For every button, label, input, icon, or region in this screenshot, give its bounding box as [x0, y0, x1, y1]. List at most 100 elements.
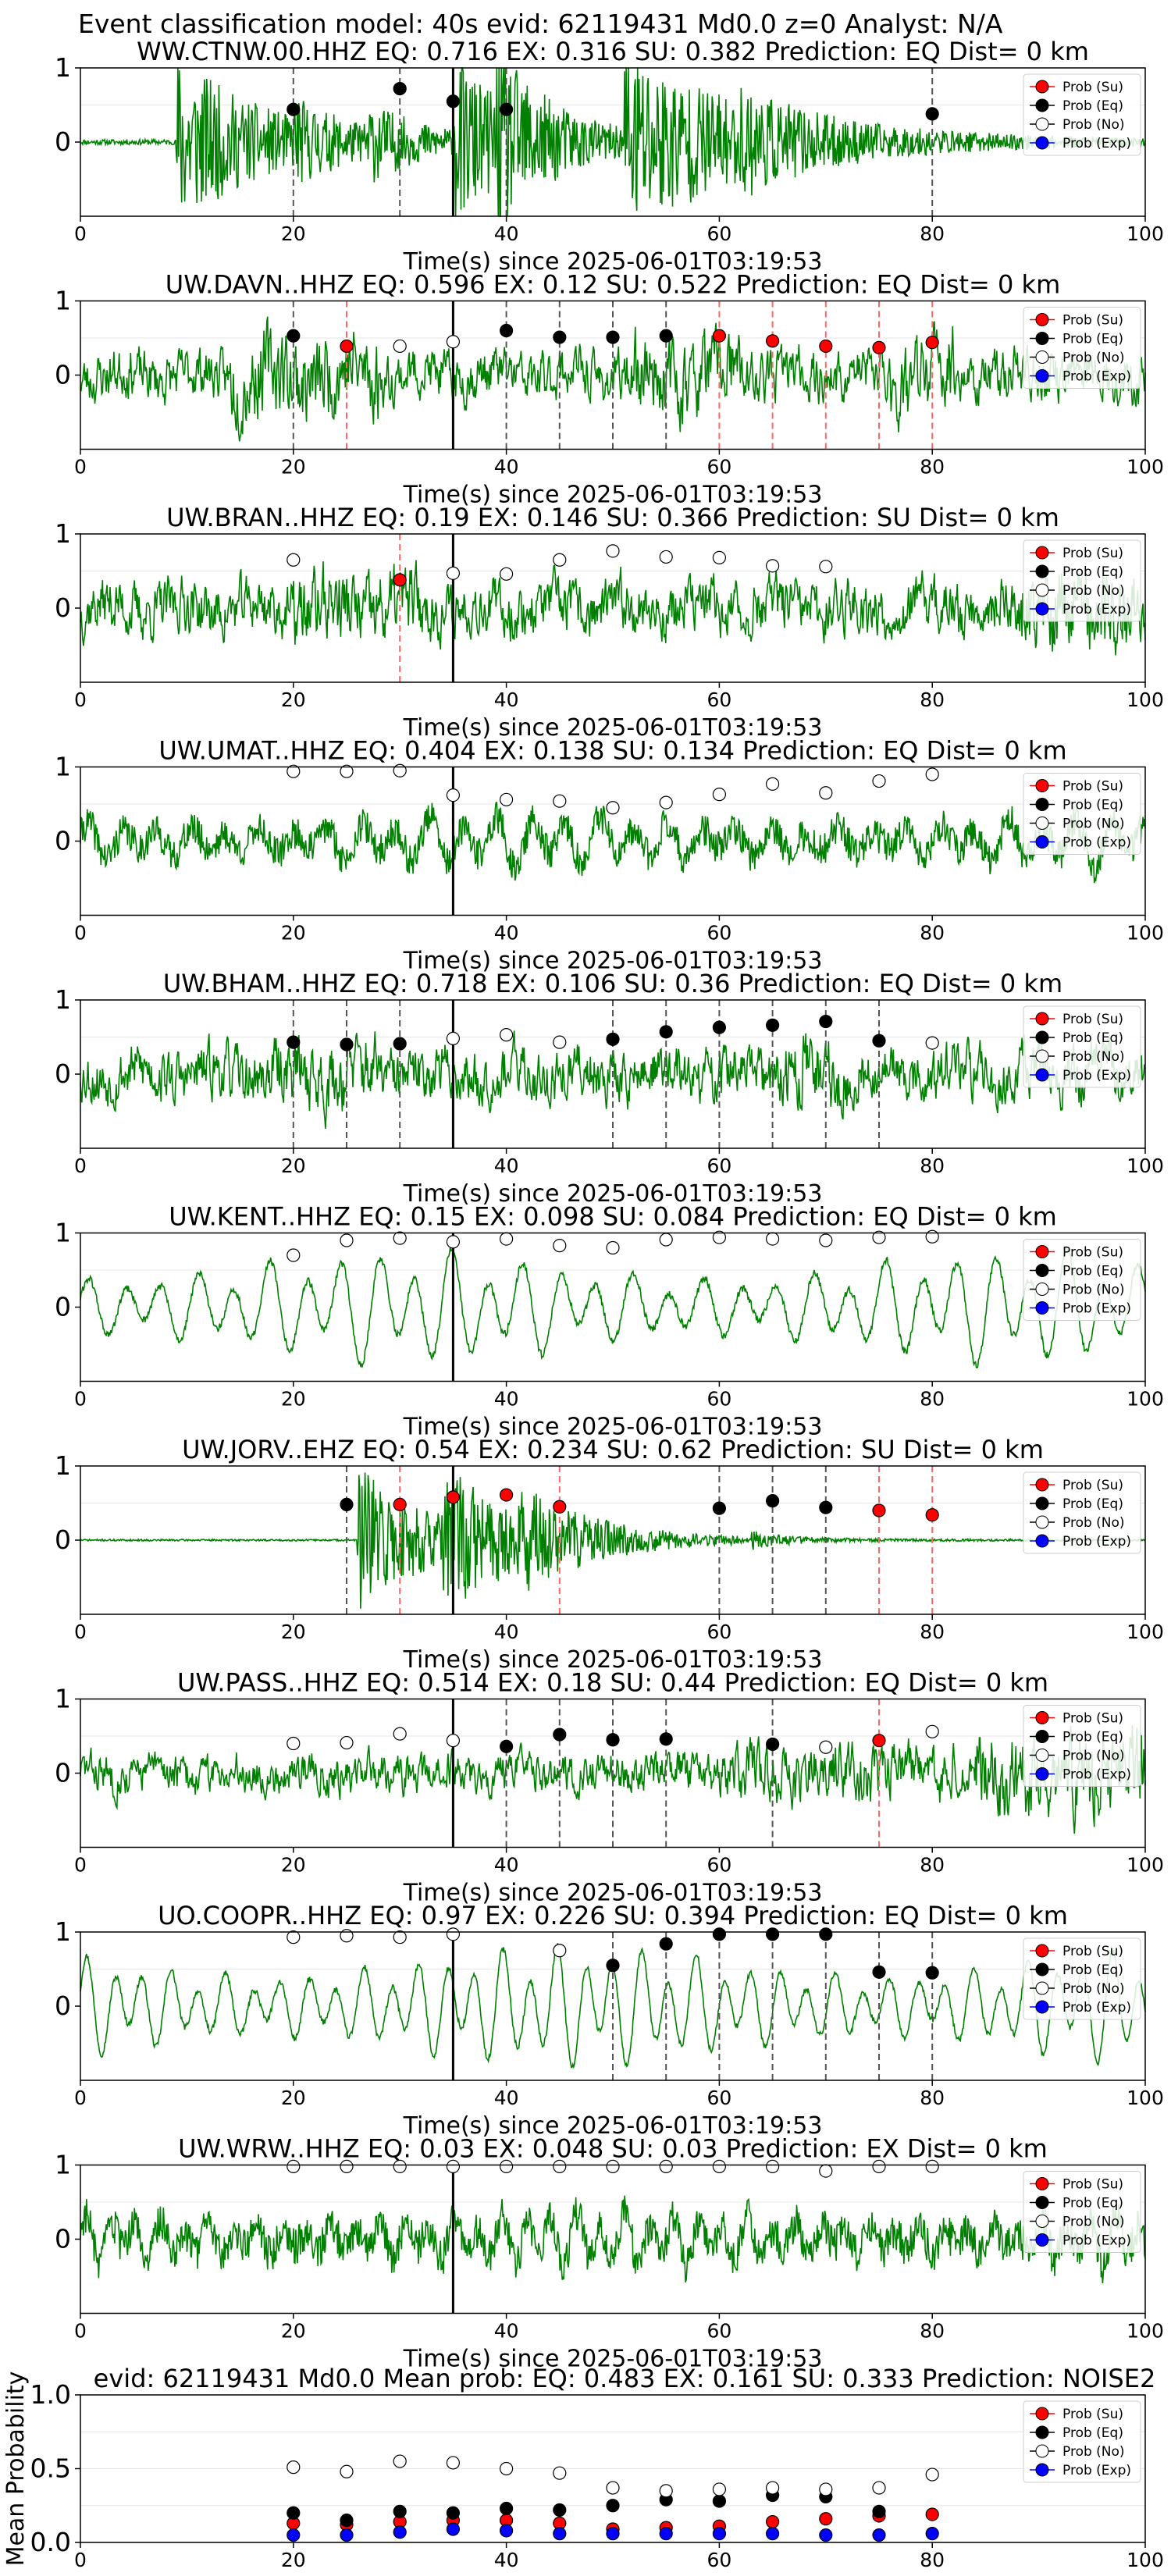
mean-prob-point-exp: [340, 2528, 354, 2542]
x-tick-label: 100: [1127, 2549, 1164, 2571]
legend-box: [1023, 773, 1141, 855]
x-tick-label: 0: [74, 1621, 87, 1643]
prob-point-no: [499, 1232, 514, 1246]
prob-point-no: [553, 553, 567, 567]
y-tick-label: 0: [55, 2224, 71, 2254]
legend-box: [1023, 1937, 1141, 2020]
prob-point-no: [553, 794, 567, 808]
legend-box: [1023, 1239, 1141, 1321]
x-tick-label: 40: [494, 1621, 519, 1643]
prob-point-no: [446, 566, 461, 580]
prob-point-eq: [659, 1937, 673, 1951]
x-tick-label: 40: [494, 2549, 519, 2571]
x-tick-label: 0: [74, 1155, 87, 1177]
prob-point-eq: [659, 329, 673, 343]
y-tick-label: 1.0: [30, 2379, 71, 2410]
prob-point-no: [340, 1233, 354, 1247]
x-tick-label: 20: [281, 688, 306, 711]
x-tick-label: 60: [707, 1388, 731, 1411]
chart-panels: Prob (Su) Prob (Eq) Prob (No) Prob (Exp) 0 20…: [2, 37, 1164, 2571]
x-tick-label: 60: [707, 922, 731, 945]
prob-point-eq: [712, 1501, 727, 1515]
y-tick-label: 0.0: [30, 2527, 71, 2557]
x-tick-label: 100: [1127, 922, 1164, 945]
x-tick-label: 0: [74, 1388, 87, 1411]
x-tick-label: 60: [707, 222, 731, 245]
legend-marker-exp: [1035, 2463, 1049, 2477]
prob-point-no: [819, 1740, 833, 1754]
y-tick-label: 1: [55, 286, 71, 316]
prob-point-no: [553, 1944, 567, 1958]
x-tick-label: 0: [74, 2087, 87, 2109]
legend-label-exp: Prob (Exp): [1062, 1068, 1131, 1083]
mean-prob-point-eq: [340, 2514, 354, 2528]
prob-point-su: [340, 339, 354, 354]
mean-prob-point-exp: [872, 2528, 886, 2542]
legend-label-su: Prob (Su): [1062, 546, 1123, 561]
mean-prob-point-no: [925, 2467, 939, 2482]
prob-point-no: [712, 550, 727, 565]
legend-marker-su: [1035, 1944, 1049, 1958]
x-tick-label: 20: [281, 1621, 306, 1643]
prob-point-no: [872, 774, 886, 788]
x-tick-label: 0: [74, 688, 87, 711]
legend-label-eq: Prob (Eq): [1062, 2196, 1123, 2211]
prob-point-eq: [287, 102, 301, 116]
legend-label-exp: Prob (Exp): [1062, 835, 1131, 851]
x-tick-label: 20: [281, 2320, 306, 2343]
prob-point-no: [446, 2159, 461, 2173]
y-tick-label: 1: [55, 752, 71, 782]
waveform-trace: [80, 1725, 1146, 1834]
legend-label-su: Prob (Su): [1062, 1711, 1123, 1727]
legend-box: [1023, 2400, 1141, 2483]
prob-point-no: [340, 1929, 354, 1943]
y-tick-label: 1: [55, 518, 71, 549]
x-axis-label: Time(s) since 2025-06-01T03:19:53: [403, 2112, 823, 2140]
mean-prob-point-exp: [659, 2527, 673, 2541]
legend-marker-su: [1035, 313, 1049, 326]
x-axis-label: Time(s) since 2025-06-01T03:19:53: [403, 2346, 823, 2373]
legend-label-su: Prob (Su): [1062, 1478, 1123, 1493]
y-tick-label: 0: [55, 1991, 71, 2021]
legend-marker-eq: [1035, 98, 1049, 112]
legend-marker-exp: [1035, 835, 1049, 849]
legend-label-no: Prob (No): [1062, 1749, 1125, 1764]
prob-point-no: [765, 559, 780, 573]
x-tick-label: 20: [281, 222, 306, 245]
legend-label-eq: Prob (Eq): [1062, 332, 1123, 347]
legend-marker-su: [1035, 80, 1049, 94]
x-tick-label: 20: [281, 922, 306, 945]
prob-point-no: [393, 339, 407, 354]
prob-point-eq: [872, 1034, 886, 1048]
mean-prob-point-no: [659, 2484, 673, 2498]
legend-label-su: Prob (Su): [1062, 80, 1123, 95]
x-tick-label: 40: [494, 2087, 519, 2109]
prob-point-no: [819, 560, 833, 574]
prob-point-no: [446, 1031, 461, 1046]
x-tick-label: 40: [494, 222, 519, 245]
prob-point-no: [446, 1235, 461, 1249]
x-tick-label: 0: [74, 222, 87, 245]
mean-prob-point-no: [819, 2482, 833, 2496]
x-tick-label: 20: [281, 1388, 306, 1411]
x-tick-label: 100: [1127, 2087, 1164, 2109]
panel-title: UW.UMAT..HHZ EQ: 0.404 EX: 0.138 SU: 0.1…: [158, 736, 1066, 766]
prob-point-su: [393, 1497, 407, 1512]
legend-marker-exp: [1035, 1767, 1049, 1781]
legend-marker-no: [1035, 1515, 1049, 1529]
prob-point-no: [287, 2159, 301, 2173]
prob-point-eq: [606, 1733, 620, 1747]
panel-title: UW.BHAM..HHZ EQ: 0.718 EX: 0.106 SU: 0.3…: [163, 969, 1062, 998]
x-tick-label: 60: [707, 1621, 731, 1643]
legend-label-su: Prob (Su): [1062, 779, 1123, 795]
prob-point-no: [765, 2159, 780, 2173]
panel-title: UW.JORV..EHZ EQ: 0.54 EX: 0.234 SU: 0.62…: [182, 1435, 1044, 1464]
prob-point-no: [819, 786, 833, 800]
y-tick-label: 0: [55, 592, 71, 623]
station-panel: Prob (Su) Prob (Eq) Prob (No) Prob (Exp) 0 20…: [55, 1668, 1164, 1907]
prob-point-eq: [340, 1037, 354, 1051]
x-tick-label: 60: [707, 1155, 731, 1177]
legend-label-exp: Prob (Exp): [1062, 2463, 1131, 2478]
prob-point-no: [393, 1231, 407, 1245]
